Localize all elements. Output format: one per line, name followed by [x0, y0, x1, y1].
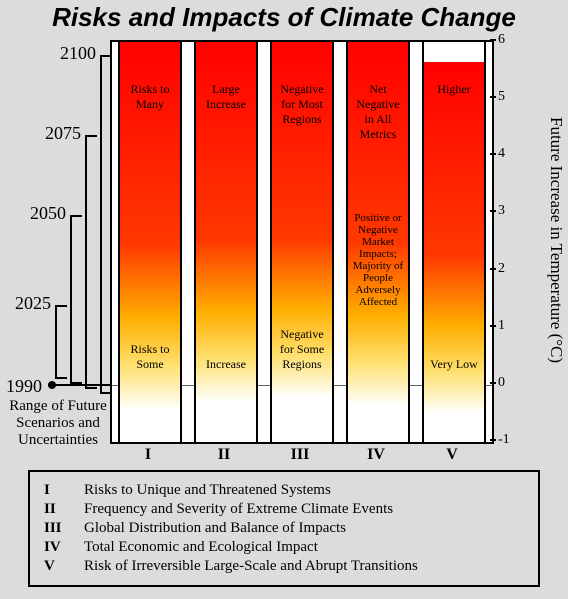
y-tick-mark	[490, 325, 496, 327]
column-label-high: Negative for Most Regions	[272, 82, 332, 127]
bracket-2075	[85, 135, 97, 389]
y-tick-label: 5	[498, 89, 505, 105]
column-IV: Net Negative in All Metrics Positive or N…	[346, 42, 410, 442]
legend-roman: IV	[44, 539, 84, 556]
y-tick-mark	[490, 382, 496, 384]
legend-box: IRisks to Unique and Threatened SystemsI…	[28, 470, 540, 587]
column-III: Negative for Most Regions Negative for So…	[270, 42, 334, 442]
y-tick-mark	[490, 439, 496, 441]
chart-title: Risks and Impacts of Climate Change	[0, 2, 568, 33]
legend-roman: III	[44, 520, 84, 537]
y-axis-title: Future Increase in Temperature (°C)	[546, 50, 566, 430]
roman-IV: IV	[344, 446, 408, 464]
column-II: Large Increase Increase	[194, 42, 258, 442]
column-label-high: Risks to Many	[120, 82, 180, 112]
chart-plot: Risks to Many Risks to Some Large Increase…	[110, 40, 494, 444]
y-tick-mark	[490, 153, 496, 155]
legend-text: Total Economic and Ecological Impact	[84, 539, 318, 556]
y-tick-label: 3	[498, 203, 505, 219]
column-label-low: Increase	[196, 357, 256, 372]
y-tick-label: 6	[498, 32, 505, 48]
legend-text: Risk of Irreversible Large-Scale and Abr…	[84, 558, 418, 575]
y-tick-mark	[490, 210, 496, 212]
legend-row: IRisks to Unique and Threatened Systems	[44, 482, 524, 499]
column-label-high: Higher	[424, 82, 484, 97]
legend-text: Global Distribution and Balance of Impac…	[84, 520, 346, 537]
legend-text: Risks to Unique and Threatened Systems	[84, 482, 331, 499]
column-label-high: Net Negative in All Metrics	[348, 82, 408, 142]
y-tick-label: 1	[498, 318, 505, 334]
baseline-year: 1990	[2, 376, 42, 397]
legend-row: IIFrequency and Severity of Extreme Clim…	[44, 501, 524, 518]
roman-II: II	[192, 446, 256, 464]
y-tick-label: -1	[498, 432, 510, 448]
legend-roman: II	[44, 501, 84, 518]
legend-row: IIIGlobal Distribution and Balance of Im…	[44, 520, 524, 537]
bracket-2025	[55, 305, 67, 379]
roman-I: I	[116, 446, 180, 464]
roman-V: V	[420, 446, 484, 464]
column-label-high: Large Increase	[196, 82, 256, 112]
column-label-mid: Positive or Negative Market Impacts; Maj…	[348, 212, 408, 308]
year-2100: 2100	[50, 43, 96, 64]
y-tick-mark	[490, 268, 496, 270]
y-tick-label: 4	[498, 146, 505, 162]
column-label-low: Negative for Some Regions	[272, 327, 332, 372]
year-2075: 2075	[35, 123, 81, 144]
scenario-label: Range of Future Scenarios and Uncertaint…	[2, 398, 114, 449]
column-label-low: Risks to Some	[120, 342, 180, 372]
y-tick-label: 2	[498, 261, 505, 277]
y-tick-mark	[490, 96, 496, 98]
year-2050: 2050	[20, 203, 66, 224]
legend-roman: V	[44, 558, 84, 575]
legend-row: VRisk of Irreversible Large-Scale and Ab…	[44, 558, 524, 575]
column-I: Risks to Many Risks to Some	[118, 42, 182, 442]
roman-III: III	[268, 446, 332, 464]
y-tick-mark	[490, 39, 496, 41]
legend-roman: I	[44, 482, 84, 499]
column-V: Higher Very Low	[422, 42, 486, 442]
column-label-low: Very Low	[424, 357, 484, 372]
year-2025: 2025	[5, 293, 51, 314]
legend-text: Frequency and Severity of Extreme Climat…	[84, 501, 393, 518]
bracket-2050	[70, 215, 82, 384]
y-tick-label: 0	[498, 375, 505, 391]
bracket-2100	[100, 55, 112, 394]
legend-row: IVTotal Economic and Ecological Impact	[44, 539, 524, 556]
